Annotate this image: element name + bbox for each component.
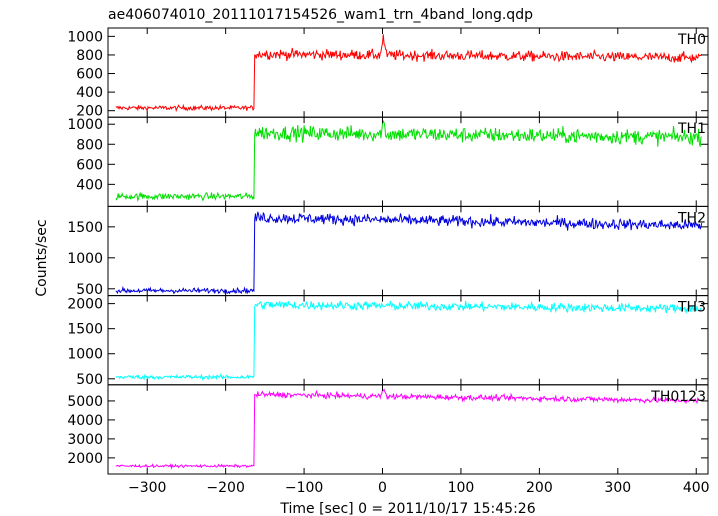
panel-th0: 200 400 600 800 1000 TH0	[67, 27, 709, 120]
y-tick-label: 500	[76, 282, 103, 298]
x-tick-label: 400	[683, 480, 710, 496]
y-tick-label: 600	[76, 157, 103, 173]
series-th0123-line	[115, 388, 702, 470]
panel-label: TH0123	[650, 389, 706, 405]
panel-label: TH2	[677, 210, 706, 226]
chart-title: ae406074010_20111017154526_wam1_trn_4ban…	[108, 7, 533, 23]
y-tick-label: 500	[76, 372, 103, 388]
y-tick-label: 2000	[67, 297, 103, 313]
panel-th2: 500 1000 1500 TH2	[67, 205, 709, 298]
series-th3-line	[115, 300, 703, 382]
panel-label: TH1	[677, 121, 706, 137]
x-tick-label: −300	[128, 480, 166, 496]
y-tick-label: 1500	[67, 220, 103, 236]
y-tick-label: 1000	[67, 347, 103, 363]
y-tick-label: 400	[76, 177, 103, 193]
x-tick-label: 300	[604, 480, 631, 496]
panels: 200 400 600 800 1000 TH0 400 600 800 1000 TH1 500 10…	[67, 27, 709, 475]
y-tick-label: 800	[76, 48, 103, 64]
series-th1-line	[115, 119, 703, 203]
x-axis-label: Time [sec] 0 = 2011/10/17 15:45:26	[279, 501, 535, 516]
panel-th1: 400 600 800 1000 TH1	[67, 116, 709, 207]
x-tick-label: −100	[285, 480, 323, 496]
y-tick-label: 5000	[67, 394, 103, 410]
panel-th3: 500 1000 1500 2000 TH3	[67, 295, 709, 388]
y-tick-label: 800	[76, 137, 103, 153]
y-tick-label: 1000	[67, 117, 103, 133]
panel-label: TH0	[677, 32, 706, 48]
y-tick-label: 1500	[67, 322, 103, 338]
x-tick-label: 0	[378, 480, 387, 496]
panel-frame	[107, 27, 709, 118]
panel-label: TH3	[677, 300, 706, 316]
panel-frame	[107, 295, 709, 386]
series-th2-line	[115, 211, 703, 295]
y-tick-label: 600	[76, 67, 103, 83]
panel-th0123: 2000 3000 4000 5000 TH0123	[67, 384, 709, 475]
y-tick-label: 2000	[67, 451, 103, 467]
x-axis: −300 −200 −100 0 100 200 300 400	[128, 480, 710, 496]
y-tick-label: 400	[76, 85, 103, 101]
y-tick-label: 4000	[67, 413, 103, 429]
y-tick-label: 200	[76, 104, 103, 120]
x-tick-label: −200	[206, 480, 244, 496]
panel-frame	[107, 116, 709, 207]
y-tick-label: 1000	[67, 29, 103, 45]
series-th0-line	[115, 34, 703, 113]
x-tick-label: 100	[448, 480, 475, 496]
x-tick-label: 200	[526, 480, 553, 496]
y-axis-label: Counts/sec	[34, 219, 50, 296]
panel-frame	[107, 384, 709, 475]
y-tick-label: 3000	[67, 432, 103, 448]
y-tick-label: 1000	[67, 251, 103, 267]
